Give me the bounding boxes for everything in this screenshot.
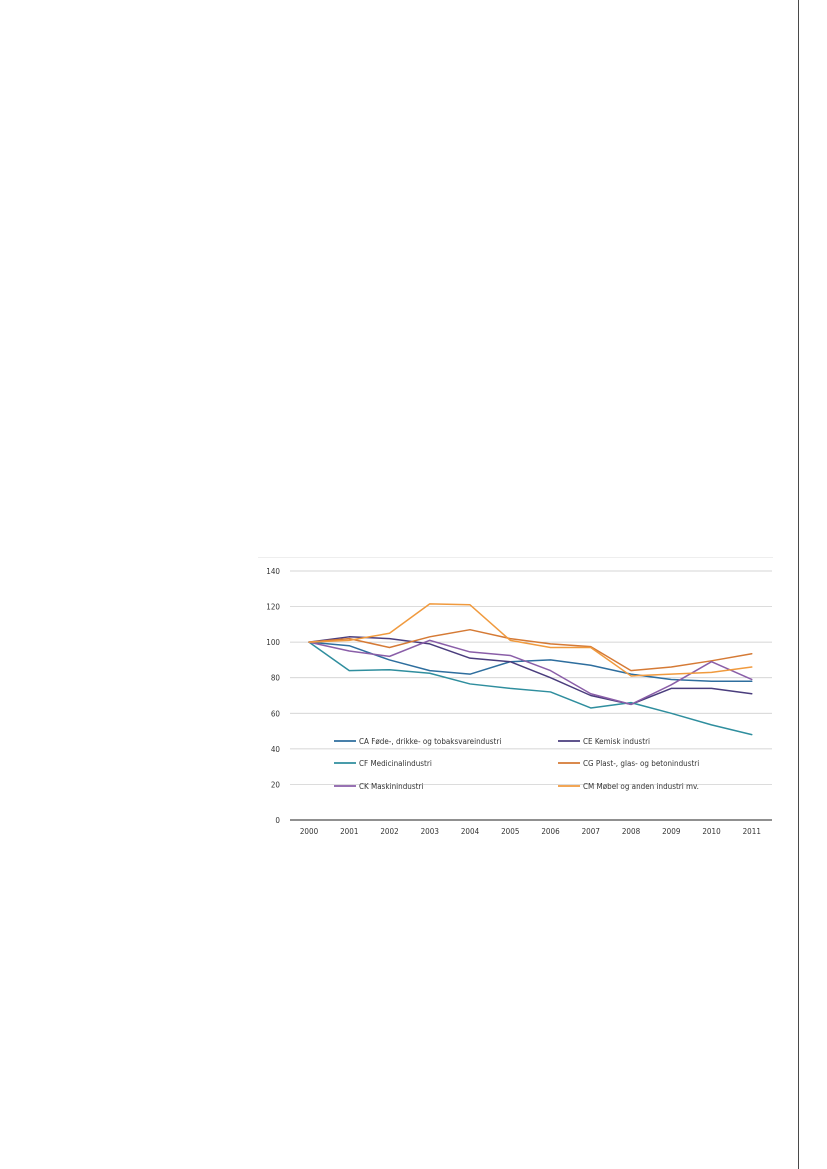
x-tick-label: 2002 — [380, 827, 398, 836]
x-tick-label: 2005 — [501, 827, 519, 836]
legend: CA Føde-, drikke- og tobaksvareindustri C… — [334, 737, 699, 791]
x-tick-label: 2000 — [300, 827, 319, 836]
series-line — [308, 639, 753, 706]
page-edge-rule — [798, 0, 799, 1169]
legend-label: CK Maskinindustri — [359, 782, 423, 791]
series-line — [308, 641, 753, 736]
y-tick-label: 40 — [271, 745, 281, 754]
legend-label: CE Kemisk industri — [583, 737, 650, 746]
y-tick-label: 120 — [266, 603, 280, 612]
legend-label: CM Møbel og anden industri mv. — [583, 782, 699, 791]
series-line — [308, 603, 753, 677]
legend-label: CF Medicinalindustri — [359, 759, 432, 768]
x-tick-label: 2001 — [340, 827, 358, 836]
x-tick-label: 2008 — [622, 827, 641, 836]
x-tick-label: 2007 — [582, 827, 600, 836]
series-line — [308, 628, 753, 672]
chart-top-border — [258, 557, 773, 558]
legend-label: CG Plast-, glas- og betonindustri — [583, 759, 699, 768]
x-tick-label: 2003 — [421, 827, 439, 836]
y-tick-label: 80 — [271, 674, 281, 683]
grid-lines — [290, 570, 772, 821]
series-line — [308, 641, 753, 683]
x-tick-label: 2010 — [702, 827, 721, 836]
legend-label: CA Føde-, drikke- og tobaksvareindustri — [359, 737, 501, 746]
x-tick-label: 2006 — [541, 827, 560, 836]
x-axis-ticks: 2000 2001 2002 2003 2004 2005 2006 2007 2008 2009… — [300, 827, 761, 836]
y-tick-label: 0 — [275, 816, 280, 825]
y-tick-label: 100 — [266, 638, 280, 647]
y-tick-label: 60 — [271, 709, 281, 718]
x-tick-label: 2011 — [743, 827, 761, 836]
series-line — [308, 636, 753, 706]
y-tick-label: 140 — [266, 567, 280, 576]
y-axis-ticks: 0 20 40 60 80 100 120 140 — [266, 567, 280, 825]
y-tick-label: 20 — [271, 780, 281, 789]
series-lines — [308, 603, 753, 736]
x-tick-label: 2004 — [461, 827, 480, 836]
x-tick-label: 2009 — [662, 827, 681, 836]
